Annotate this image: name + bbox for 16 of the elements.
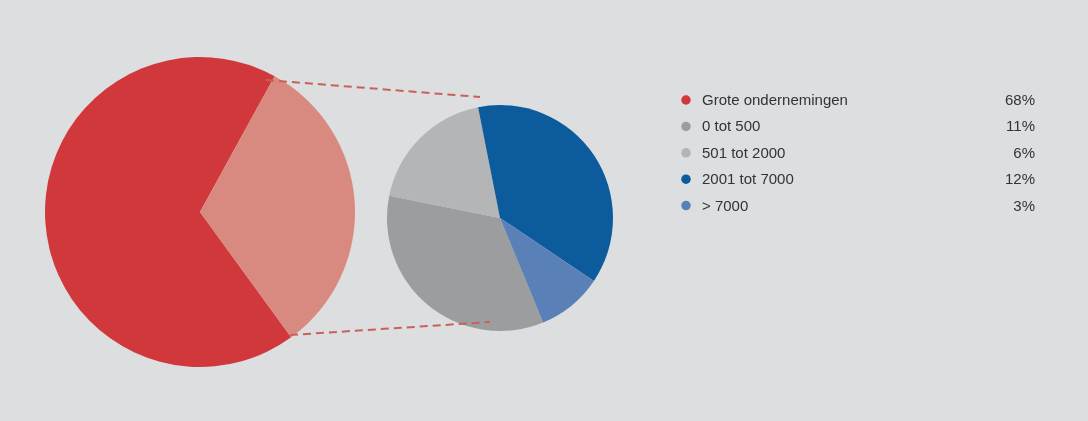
data-label: 3% — [1013, 196, 1035, 214]
pie-slice — [500, 218, 594, 323]
pie-slice — [389, 107, 500, 218]
data-label: 6% — [1013, 143, 1035, 161]
legend-label: 501 tot 2000 — [702, 143, 786, 161]
pie-slice — [478, 105, 613, 281]
pie-slice — [45, 57, 292, 367]
data-label: 12% — [1004, 170, 1035, 188]
data-label: 68% — [1004, 91, 1035, 108]
data-label: 11% — [1006, 117, 1035, 135]
legend-label: > 7000 — [702, 196, 749, 214]
legend-label: 2001 tot 7000 — [702, 170, 794, 188]
legend-label: Grote ondernemingen — [702, 91, 848, 108]
legend-label: 0 tot 500 — [702, 117, 761, 135]
pie-slice — [387, 195, 544, 331]
pie-slice — [200, 76, 355, 338]
